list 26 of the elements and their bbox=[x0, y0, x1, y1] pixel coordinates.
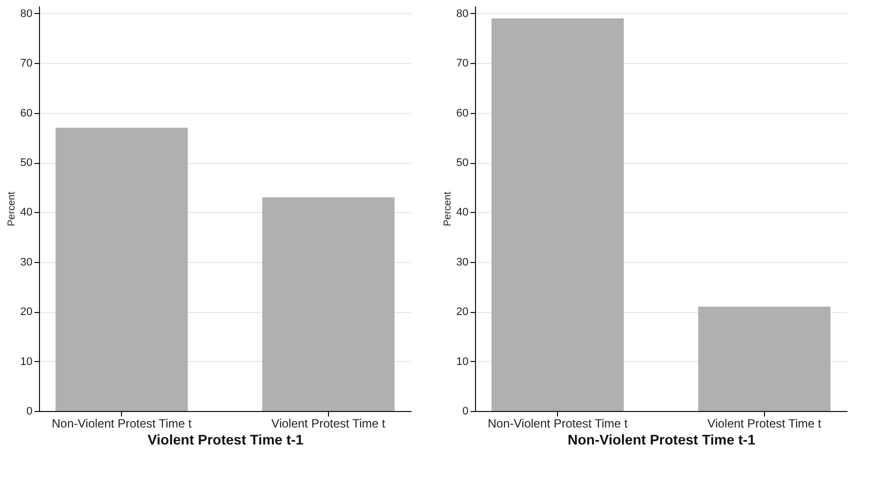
y-tick-label: 40 bbox=[20, 206, 32, 219]
x-tick-label: Violent Protest Time t bbox=[271, 416, 386, 430]
y-tick-label: 0 bbox=[26, 406, 32, 418]
y-tick-label: 10 bbox=[456, 356, 468, 368]
y-tick-label: 30 bbox=[20, 256, 32, 268]
x-axis-title: Non-Violent Protest Time t-1 bbox=[568, 432, 756, 448]
y-tick-label: 30 bbox=[456, 256, 468, 268]
y-tick-label: 70 bbox=[456, 58, 468, 70]
y-tick-label: 20 bbox=[20, 306, 32, 318]
y-tick-label: 60 bbox=[20, 107, 32, 120]
x-axis-title: Violent Protest Time t-1 bbox=[148, 432, 304, 448]
y-tick-label: 10 bbox=[20, 356, 32, 368]
x-tick-label: Violent Protest Time t bbox=[707, 416, 822, 430]
y-tick-label: 20 bbox=[456, 306, 468, 318]
y-tick-label: 0 bbox=[462, 406, 468, 418]
y-tick-label: 50 bbox=[20, 157, 32, 170]
y-axis-title: Percent bbox=[442, 192, 454, 226]
y-tick-label: 40 bbox=[456, 206, 468, 219]
x-tick-label: Non-Violent Protest Time t bbox=[488, 416, 628, 430]
y-tick-label: 80 bbox=[456, 8, 468, 20]
x-tick-label: Non-Violent Protest Time t bbox=[52, 416, 192, 430]
y-axis-title: Percent bbox=[6, 192, 18, 226]
y-tick-label: 70 bbox=[20, 58, 32, 70]
y-tick-label: 50 bbox=[456, 157, 468, 170]
y-tick-label: 60 bbox=[456, 107, 468, 120]
y-tick-label: 80 bbox=[20, 8, 32, 20]
